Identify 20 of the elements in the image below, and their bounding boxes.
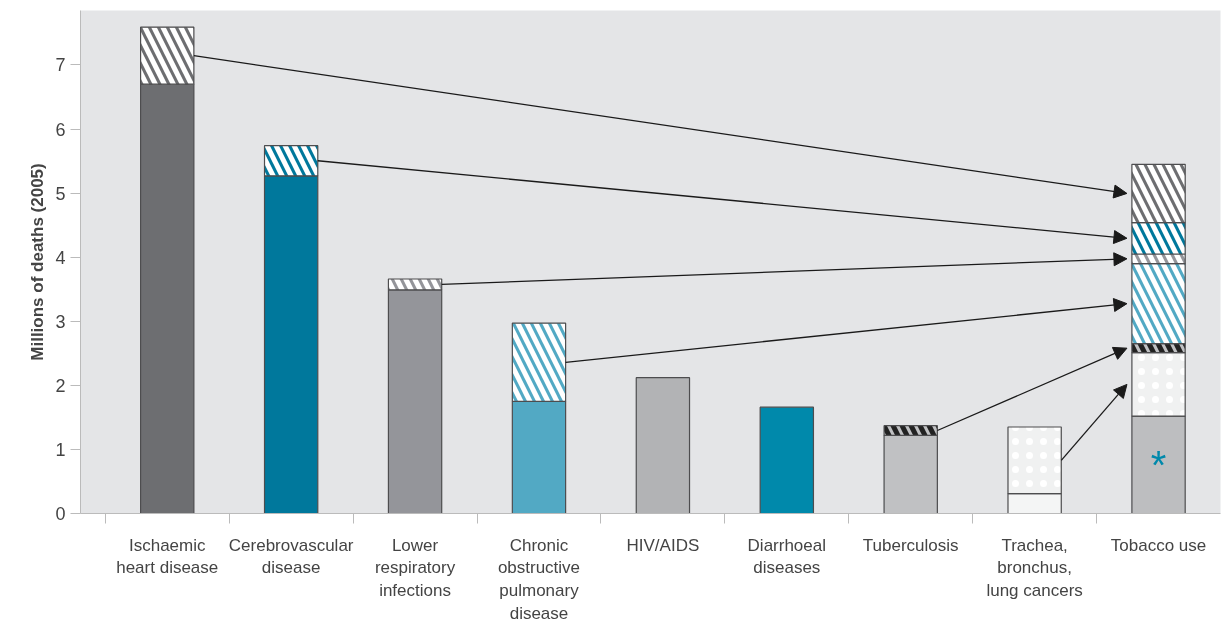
- x-tick-label: Tuberculosis: [862, 535, 959, 555]
- y-tick-label: 3: [55, 311, 66, 332]
- x-tick-label: Cerebrovascular disease: [228, 535, 354, 578]
- y-tick-label: 5: [55, 183, 66, 204]
- bar: [759, 406, 815, 514]
- x-tick-label: Lower respiratory infections: [374, 535, 456, 601]
- x-tick-label: Tobacco use: [1110, 535, 1207, 555]
- y-tick-label: 7: [55, 55, 66, 76]
- x-tick-label: Chronic obstructive pulmonary disease: [497, 535, 581, 623]
- x-tick-label: Diarrhoeal diseases: [747, 535, 827, 578]
- y-tick-label: 4: [55, 247, 66, 268]
- x-tick-label: Ischaemic heart disease: [116, 535, 219, 578]
- y-tick-label: 2: [55, 375, 66, 396]
- y-tick-label: 6: [55, 119, 66, 140]
- x-tick-label: Trachea, bronchus, lung cancers: [986, 535, 1083, 601]
- annotation: *: [1150, 442, 1167, 487]
- y-tick-label: 1: [55, 439, 66, 460]
- y-axis-title: Millions of deaths (2005): [28, 163, 48, 361]
- x-tick-label: HIV/AIDS: [626, 535, 700, 555]
- y-tick-label: 0: [55, 504, 66, 524]
